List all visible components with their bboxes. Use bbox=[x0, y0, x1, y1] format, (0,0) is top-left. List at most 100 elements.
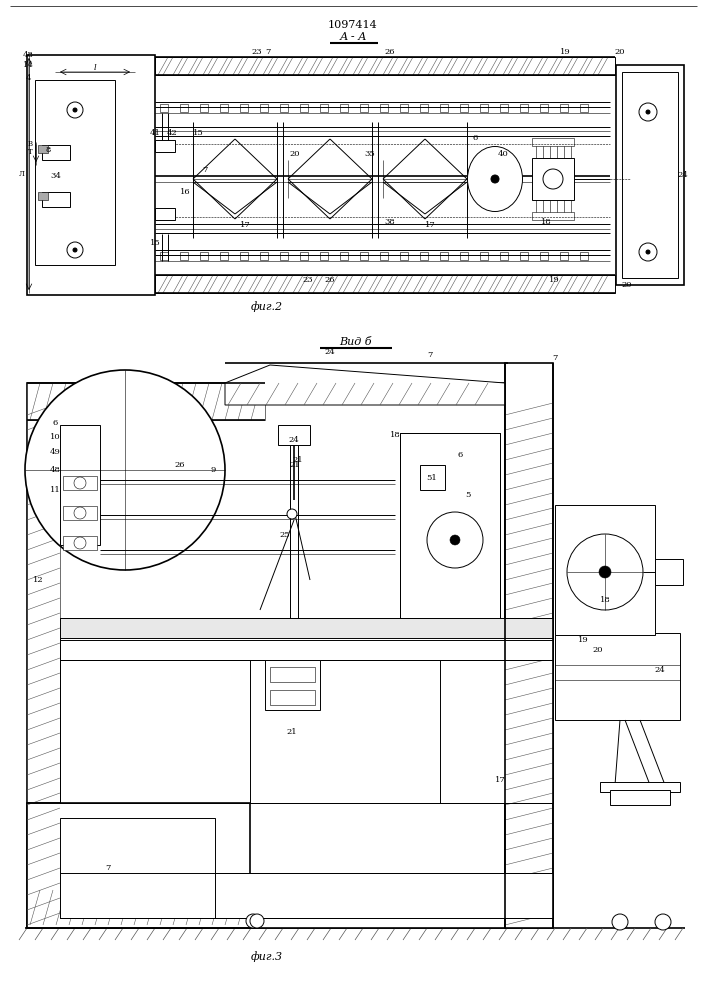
Bar bbox=[260, 104, 268, 112]
Circle shape bbox=[287, 509, 297, 519]
Bar bbox=[440, 252, 448, 260]
Bar bbox=[440, 104, 448, 112]
Text: 20: 20 bbox=[621, 281, 632, 289]
Bar bbox=[60, 618, 553, 640]
Circle shape bbox=[427, 512, 483, 568]
Text: 48: 48 bbox=[49, 466, 60, 474]
Text: 14: 14 bbox=[23, 61, 33, 69]
Bar bbox=[505, 363, 553, 928]
Text: 19: 19 bbox=[560, 48, 571, 56]
Bar bbox=[60, 425, 100, 545]
Bar bbox=[540, 252, 548, 260]
Bar bbox=[180, 104, 188, 112]
Bar bbox=[555, 505, 655, 635]
Bar bbox=[580, 252, 588, 260]
Polygon shape bbox=[225, 365, 505, 405]
Text: 9: 9 bbox=[210, 466, 216, 474]
Bar bbox=[240, 252, 248, 260]
Bar bbox=[532, 212, 574, 220]
Text: 49: 49 bbox=[49, 448, 60, 456]
Bar bbox=[622, 72, 678, 278]
Text: 7: 7 bbox=[105, 864, 111, 872]
Text: 19: 19 bbox=[578, 636, 588, 644]
Text: 51: 51 bbox=[426, 474, 438, 482]
Bar bbox=[532, 138, 574, 146]
Bar bbox=[380, 104, 388, 112]
Text: 19: 19 bbox=[549, 276, 559, 284]
Bar bbox=[60, 818, 215, 918]
Bar bbox=[560, 104, 568, 112]
Text: 26: 26 bbox=[175, 461, 185, 469]
Bar bbox=[63, 476, 97, 490]
Bar bbox=[60, 658, 553, 803]
Text: 20: 20 bbox=[592, 646, 603, 654]
Text: 12: 12 bbox=[33, 576, 43, 584]
Text: 42: 42 bbox=[167, 129, 177, 137]
Bar bbox=[27, 383, 265, 420]
Bar bbox=[27, 383, 505, 928]
Bar bbox=[270, 690, 315, 705]
Text: 25: 25 bbox=[280, 531, 291, 539]
Bar bbox=[340, 252, 348, 260]
Text: фиг.3: фиг.3 bbox=[251, 952, 283, 962]
Bar bbox=[320, 252, 328, 260]
Text: 6: 6 bbox=[457, 451, 462, 459]
Bar bbox=[260, 252, 268, 260]
Bar bbox=[420, 465, 445, 490]
Text: 40: 40 bbox=[498, 150, 508, 158]
Text: 7: 7 bbox=[202, 166, 208, 174]
Text: 24: 24 bbox=[677, 171, 689, 179]
Circle shape bbox=[646, 250, 650, 254]
Bar bbox=[220, 252, 228, 260]
Text: 24: 24 bbox=[288, 436, 299, 444]
Text: 15: 15 bbox=[150, 239, 160, 247]
Bar bbox=[160, 252, 168, 260]
Text: 23: 23 bbox=[303, 276, 313, 284]
Bar bbox=[655, 559, 683, 585]
Text: 18: 18 bbox=[541, 218, 551, 226]
Text: 17: 17 bbox=[240, 221, 250, 229]
Bar bbox=[560, 252, 568, 260]
Text: 10: 10 bbox=[49, 433, 60, 441]
Bar bbox=[500, 104, 508, 112]
Bar bbox=[280, 104, 288, 112]
Bar bbox=[155, 208, 175, 220]
Text: 21: 21 bbox=[290, 461, 300, 469]
Bar bbox=[580, 104, 588, 112]
Text: 38: 38 bbox=[385, 218, 395, 226]
Text: 16: 16 bbox=[180, 188, 190, 196]
Bar bbox=[360, 252, 368, 260]
Bar bbox=[520, 104, 528, 112]
Bar bbox=[27, 55, 155, 295]
Bar bbox=[532, 158, 574, 200]
Bar bbox=[320, 104, 328, 112]
Text: Вид б: Вид б bbox=[339, 337, 371, 347]
Bar bbox=[60, 873, 553, 918]
Bar bbox=[480, 252, 488, 260]
Circle shape bbox=[246, 914, 260, 928]
Bar bbox=[63, 536, 97, 550]
Circle shape bbox=[25, 370, 225, 570]
Bar bbox=[63, 506, 97, 520]
Bar bbox=[400, 433, 500, 618]
Bar bbox=[38, 192, 48, 200]
Bar bbox=[400, 104, 408, 112]
Text: 7: 7 bbox=[427, 351, 433, 359]
Text: 6: 6 bbox=[472, 134, 478, 142]
Circle shape bbox=[646, 110, 650, 114]
Text: 18: 18 bbox=[600, 596, 610, 604]
Text: фиг.2: фиг.2 bbox=[251, 302, 283, 312]
Circle shape bbox=[567, 534, 643, 610]
Text: 21: 21 bbox=[286, 728, 298, 736]
Bar bbox=[38, 145, 48, 153]
Text: 4: 4 bbox=[25, 74, 30, 82]
Text: 18: 18 bbox=[390, 431, 400, 439]
Bar bbox=[420, 252, 428, 260]
Text: 1097414: 1097414 bbox=[328, 20, 378, 30]
Bar bbox=[278, 425, 310, 445]
Bar bbox=[300, 252, 308, 260]
Text: 24: 24 bbox=[655, 666, 665, 674]
Bar bbox=[610, 790, 670, 805]
Bar bbox=[460, 252, 468, 260]
Text: 20: 20 bbox=[290, 150, 300, 158]
